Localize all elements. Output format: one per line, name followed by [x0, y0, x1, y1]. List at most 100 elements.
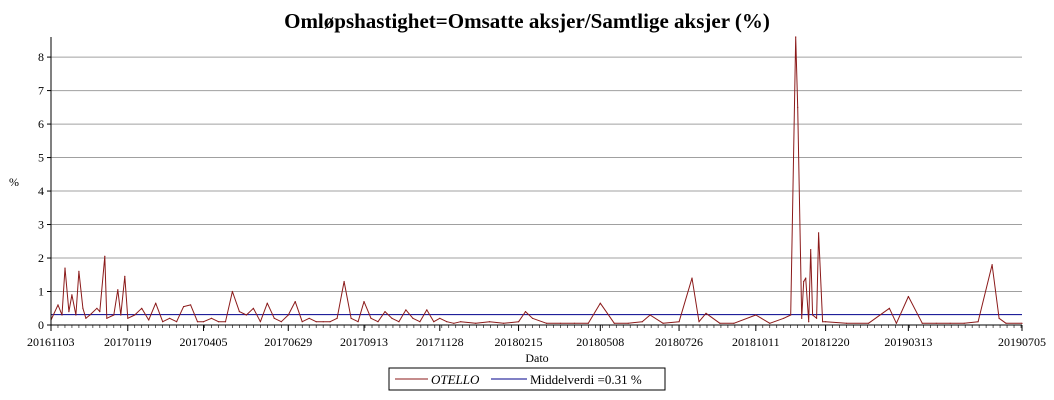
series-otello-point — [120, 314, 122, 316]
series-otello-point — [613, 322, 615, 324]
series-otello-point — [82, 307, 84, 309]
y-tick-label-8: 8 — [38, 50, 44, 64]
y-tick-label-2: 2 — [38, 251, 44, 265]
x-tick-label-20171128: 20171128 — [416, 335, 464, 349]
series-otello-point — [370, 317, 372, 319]
x-tick-label-20170119: 20170119 — [104, 335, 152, 349]
x-tick-label-20161103: 20161103 — [27, 335, 75, 349]
series-otello-point — [803, 280, 805, 283]
series-otello-point — [1021, 322, 1023, 324]
series-otello-point — [61, 314, 63, 316]
series-otello-point — [808, 321, 810, 323]
grid-lines — [51, 56, 1022, 293]
series-otello-point — [68, 311, 70, 313]
series-otello-point — [117, 289, 119, 291]
series-otello-point — [363, 301, 365, 303]
series-otello-point — [301, 321, 303, 323]
series-otello-point — [812, 314, 814, 316]
series-otello-point — [460, 321, 462, 323]
series-otello-point — [96, 307, 98, 309]
series-otello-point — [357, 321, 359, 323]
series-otello-point — [691, 277, 693, 279]
series-otello-line — [50, 36, 1022, 324]
series-otello-point — [433, 321, 435, 323]
series-otello-point — [531, 317, 534, 319]
series-otello-point — [805, 277, 807, 279]
series-otello-point — [439, 317, 441, 319]
series-otello-point — [377, 321, 379, 323]
series-otello-point — [489, 321, 491, 323]
x-tick-label-20170913: 20170913 — [340, 335, 388, 349]
series-otello-point — [85, 317, 87, 319]
series-otello-point — [755, 314, 757, 316]
series-otello-point — [113, 314, 115, 316]
series-otello-point — [287, 314, 289, 316]
series-otello-point — [350, 317, 352, 319]
legend: OTELLO Middelverdi =0.31 % — [388, 367, 666, 391]
series-otello-point — [322, 321, 324, 323]
x-tick-label-20170629: 20170629 — [264, 335, 312, 349]
series-otello-point — [280, 321, 282, 323]
series-otello-point — [217, 321, 220, 323]
series-otello-point — [71, 294, 73, 296]
series-otello-point — [559, 322, 562, 324]
x-tick-label-20181220: 20181220 — [802, 335, 850, 349]
legend-label-otello: OTELLO — [431, 372, 480, 387]
series-otello-point — [245, 314, 247, 316]
y-axis-ticks: 0 1 2 3 4 5 6 7 8 — [38, 50, 51, 332]
series-otello-point — [259, 321, 261, 323]
series-otello-point — [426, 309, 428, 311]
series-otello-point — [783, 317, 785, 319]
series-otello-point — [797, 106, 799, 108]
x-tick-label-20180215: 20180215 — [495, 335, 543, 349]
series-otello-point — [719, 322, 721, 324]
series-otello-point — [141, 307, 143, 309]
y-axis-label: % — [9, 175, 19, 189]
series-otello-point — [822, 321, 824, 323]
series-otello-point — [977, 321, 979, 323]
series-otello-point — [238, 311, 240, 313]
series-otello-point — [475, 322, 477, 324]
series-otello-point — [64, 267, 66, 269]
series-otello-point — [524, 311, 527, 313]
series-otello-point — [627, 322, 629, 324]
series-otello-point — [104, 255, 106, 257]
x-tick-label-20190705: 20190705 — [998, 335, 1046, 349]
series-otello-point — [252, 307, 254, 309]
series-otello-point — [148, 319, 150, 321]
x-axis-ticks: 20161103 20170119 20170405 20170629 20170913… — [27, 325, 1046, 349]
series-otello-point — [825, 321, 827, 323]
series-otello-point — [343, 280, 345, 283]
y-tick-label-7: 7 — [38, 84, 44, 98]
series-otello-point — [801, 317, 803, 319]
legend-label-mean: Middelverdi =0.31 % — [530, 372, 642, 387]
series-otello-point — [795, 36, 797, 38]
series-otello-point — [949, 322, 951, 324]
x-axis-label: Dato — [525, 351, 548, 365]
series-otello-point — [545, 322, 548, 324]
series-otello-point — [998, 317, 1000, 319]
series-otello-point — [573, 322, 576, 324]
series-otello-point — [89, 314, 91, 316]
axes — [50, 37, 1022, 326]
series-otello-point — [162, 321, 164, 323]
series-otello-point — [641, 321, 643, 323]
series-otello-point — [196, 321, 199, 323]
y-tick-label-0: 0 — [38, 318, 44, 332]
x-tick-label-20190313: 20190313 — [884, 335, 932, 349]
series-otello-point — [57, 304, 59, 306]
series-otello-point — [124, 275, 126, 277]
series-otello-point — [75, 314, 77, 316]
series-otello-point — [190, 304, 192, 306]
series-otello-point — [294, 301, 296, 303]
series-otello-point — [176, 321, 178, 323]
series-otello-point — [678, 321, 680, 323]
series-otello-point — [845, 322, 848, 324]
series-otello-point — [769, 322, 771, 324]
series-otello-point — [412, 317, 414, 319]
series-otello-point — [705, 312, 707, 314]
y-tick-label-6: 6 — [38, 117, 44, 131]
y-tick-label-4: 4 — [38, 184, 44, 198]
series-otello-point — [810, 249, 812, 251]
